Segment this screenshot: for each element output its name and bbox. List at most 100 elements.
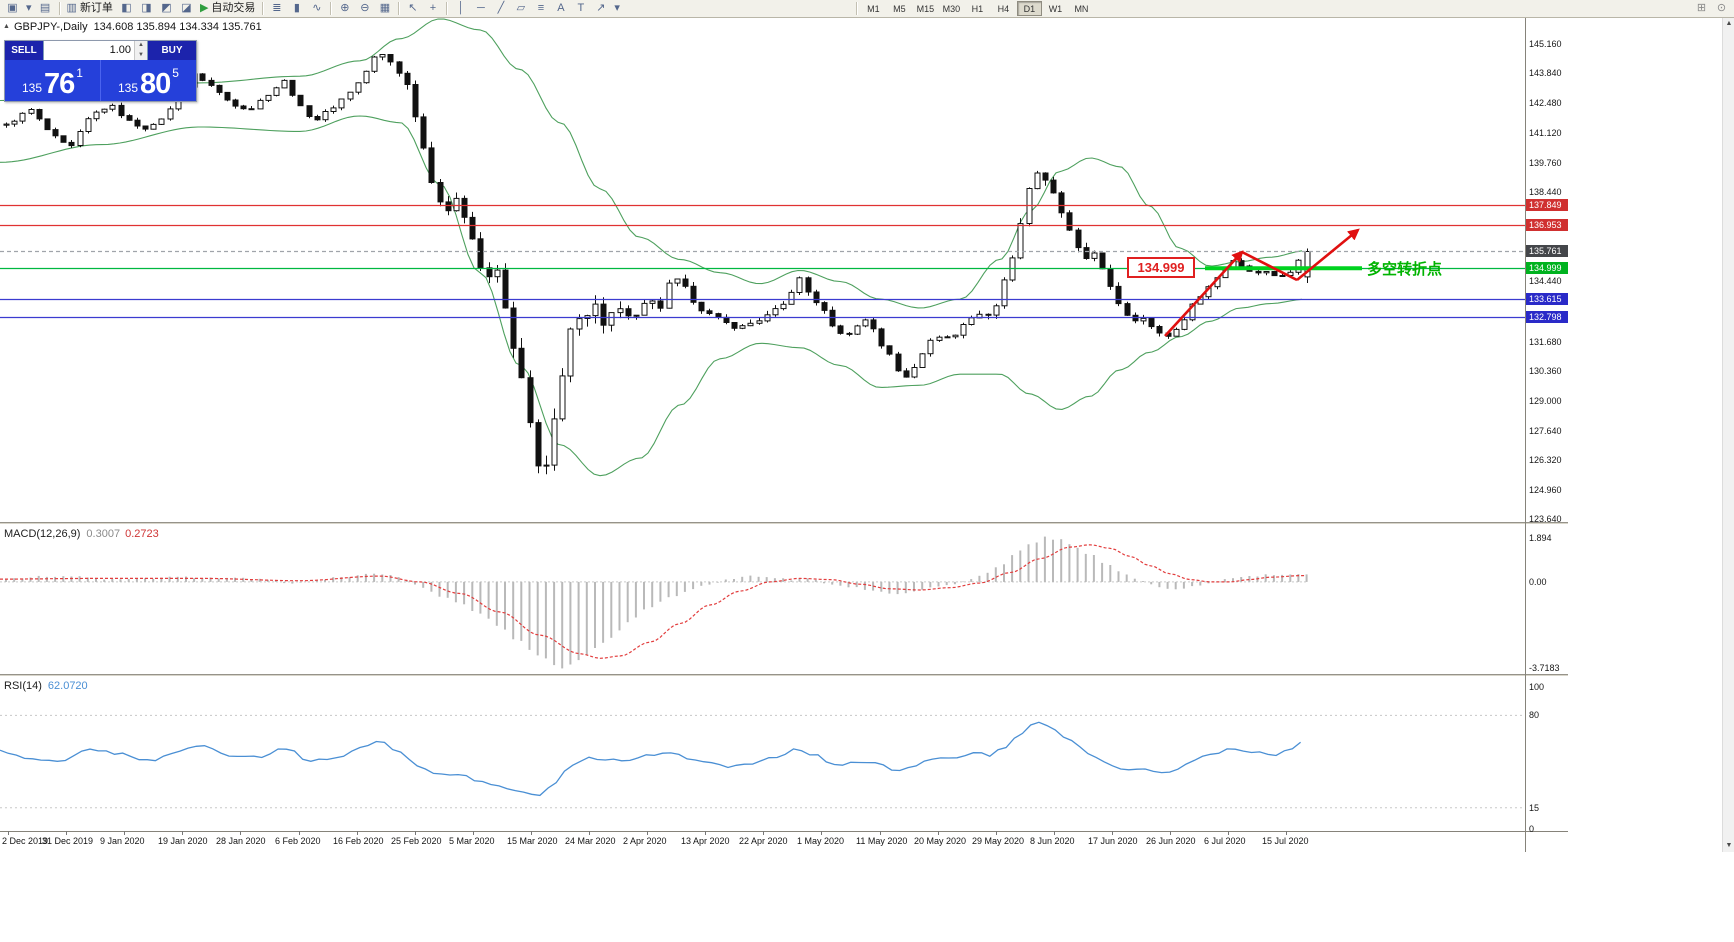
toolbar-new-chart-button[interactable]: ▣ xyxy=(3,1,22,17)
price-chart-pane[interactable] xyxy=(0,18,1525,522)
price-scale-label: 139.760 xyxy=(1529,158,1562,168)
price-scale-label: 126.320 xyxy=(1529,455,1562,465)
chart-list-dropdown-icon: ▾ xyxy=(26,2,32,14)
time-axis-tick xyxy=(240,831,241,835)
toolbar-vertical-line-button[interactable]: │ xyxy=(451,1,470,17)
symbol-period-label: GBPJPY-,Daily xyxy=(14,21,88,33)
toolbar-navigator-button[interactable]: ◩ xyxy=(157,1,176,17)
time-axis-tick xyxy=(1286,831,1287,835)
price-scale-label: 143.840 xyxy=(1529,68,1562,78)
rsi-scale-label: 15 xyxy=(1529,803,1540,813)
profiles-icon: ▤ xyxy=(39,2,51,14)
sell-price[interactable]: 135 76 1 xyxy=(5,60,100,101)
price-scale-label: 130.360 xyxy=(1529,366,1562,376)
text-label-icon: T xyxy=(577,2,585,14)
toolbar-auto-trading-button[interactable]: ▶ 自动交易 xyxy=(197,1,258,17)
buy-price-sup: 5 xyxy=(172,66,179,80)
toolbar-horizontal-line-button[interactable]: ─ xyxy=(471,1,490,17)
time-axis-tick xyxy=(589,831,590,835)
macd-indicator-pane[interactable] xyxy=(0,525,1525,674)
timeframe-D1-button[interactable]: D1 xyxy=(1016,1,1042,16)
macd-name: MACD(12,26,9) xyxy=(4,528,81,540)
oneclick-collapse-arrow[interactable]: ▲ xyxy=(3,23,10,30)
toolbar-cursor-button[interactable]: ↖ xyxy=(403,1,422,17)
macd-value-1: 0.3007 xyxy=(86,528,121,540)
sell-button[interactable]: SELL xyxy=(5,41,43,60)
price-scale-label: 127.640 xyxy=(1529,426,1562,436)
date-label: 5 Mar 2020 xyxy=(449,836,495,846)
toolbar-fibonacci-button[interactable]: ≡ xyxy=(531,1,550,17)
toolbar-alerts-button[interactable]: ⊙ xyxy=(1712,1,1731,17)
toolbar: ▣ ▾ ▤ ▥ 新订单 ◧ ◨ ◩ ◪ ▶ 自动交易 ≣ ▮ ∿ ⊕ ⊖ ▦ ↖ + │ ─ ╱ ▱ ≡ A T ↗ ▾ M1 M5 M15… xyxy=(0,0,1734,18)
lot-input[interactable]: 1.00 ▲ ▼ xyxy=(43,41,148,60)
timeframe-M5-button[interactable]: M5 xyxy=(893,3,906,14)
time-axis-border xyxy=(0,831,1568,832)
toolbar-text-button[interactable]: A xyxy=(551,1,570,17)
toolbar-objects-dropdown-button[interactable]: ▾ xyxy=(611,1,623,17)
pane-splitter-macd[interactable] xyxy=(0,522,1568,525)
time-axis-tick xyxy=(1054,831,1055,835)
timeframe-M30-button[interactable]: M30 xyxy=(942,3,961,14)
candlestick-chart-icon: ▮ xyxy=(293,2,300,14)
toolbar-separator xyxy=(398,2,400,15)
toolbar-line-chart-button[interactable]: ∿ xyxy=(307,1,326,17)
price-level-annotation: 134.999 xyxy=(1127,257,1195,278)
toolbar-tile-windows-button[interactable]: ▦ xyxy=(375,1,394,17)
toolbar-terminal-button[interactable]: ◪ xyxy=(177,1,196,17)
toolbar-arrow-objects-button[interactable]: ↗ xyxy=(591,1,610,17)
time-axis-tick xyxy=(124,831,125,835)
timeframe-H4-button[interactable]: H4 xyxy=(997,3,1010,14)
macd-histogram xyxy=(5,536,1308,669)
lot-decrease-button[interactable]: ▼ xyxy=(135,50,147,60)
buy-price[interactable]: 135 80 5 xyxy=(100,60,196,101)
vertical-scrollbar[interactable]: ▲ ▼ xyxy=(1722,18,1734,852)
toolbar-zoom-out-button[interactable]: ⊖ xyxy=(355,1,374,17)
lot-value: 1.00 xyxy=(109,44,131,56)
lot-increase-button[interactable]: ▲ xyxy=(135,41,147,51)
toolbar-data-window-button[interactable]: ◨ xyxy=(137,1,156,17)
date-label: 16 Feb 2020 xyxy=(333,836,384,846)
toolbar-crosshair-button[interactable]: + xyxy=(423,1,442,17)
toolbar-expert-window-button[interactable]: ⊞ xyxy=(1692,1,1711,17)
date-label: 31 Dec 2019 xyxy=(42,836,94,846)
timeframe-H1-button[interactable]: H1 xyxy=(971,3,984,14)
toolbar-trendline-button[interactable]: ╱ xyxy=(491,1,510,17)
scroll-down-icon[interactable]: ▼ xyxy=(1725,842,1733,849)
timeframe-MN-button[interactable]: MN xyxy=(1074,3,1089,14)
time-axis-tick xyxy=(705,831,706,835)
toolbar-profiles-button[interactable]: ▤ xyxy=(36,1,55,17)
timeframe-W1-button[interactable]: W1 xyxy=(1048,3,1063,14)
time-axis-tick xyxy=(473,831,474,835)
timeframe-M15-button[interactable]: M15 xyxy=(916,3,935,14)
timeframe-M1-button[interactable]: M1 xyxy=(867,3,880,14)
time-axis-tick xyxy=(996,831,997,835)
lot-spinner: ▲ ▼ xyxy=(134,41,147,60)
rsi-indicator-pane[interactable] xyxy=(0,677,1525,831)
buy-button[interactable]: BUY xyxy=(148,41,196,60)
date-label: 6 Jul 2020 xyxy=(1204,836,1246,846)
price-tag-134.999: 134.999 xyxy=(1526,262,1568,274)
toolbar-zoom-in-button[interactable]: ⊕ xyxy=(335,1,354,17)
date-label: 19 Jan 2020 xyxy=(158,836,208,846)
trend-arrows xyxy=(1164,228,1360,337)
scroll-up-icon[interactable]: ▲ xyxy=(1725,20,1733,27)
toolbar-text-label-button[interactable]: T xyxy=(571,1,590,17)
toolbar-separator xyxy=(446,2,448,15)
rsi-scale-label: 0 xyxy=(1529,824,1535,834)
horizontal-line-icon: ─ xyxy=(477,2,485,14)
toolbar-chart-list-dropdown-button[interactable]: ▾ xyxy=(23,1,35,17)
new-order-icon: ▥ xyxy=(66,2,77,14)
price-scale-label: 134.440 xyxy=(1529,276,1562,286)
pane-splitter-rsi[interactable] xyxy=(0,674,1568,677)
toolbar-candlestick-chart-button[interactable]: ▮ xyxy=(287,1,306,17)
toolbar-bar-chart-button[interactable]: ≣ xyxy=(267,1,286,17)
chart-ohlc-readout: GBPJPY-,Daily 134.608 135.894 134.334 135… xyxy=(14,21,262,33)
horizontal-lines xyxy=(0,204,1525,319)
price-scale-label: 131.680 xyxy=(1529,337,1562,347)
toolbar-market-watch-button[interactable]: ◧ xyxy=(117,1,136,17)
rsi-value: 62.0720 xyxy=(47,680,88,692)
toolbar-equidistant-channel-button[interactable]: ▱ xyxy=(511,1,530,17)
toolbar-new-order-button[interactable]: ▥ 新订单 xyxy=(64,1,116,17)
equidistant-channel-icon: ▱ xyxy=(516,2,526,14)
